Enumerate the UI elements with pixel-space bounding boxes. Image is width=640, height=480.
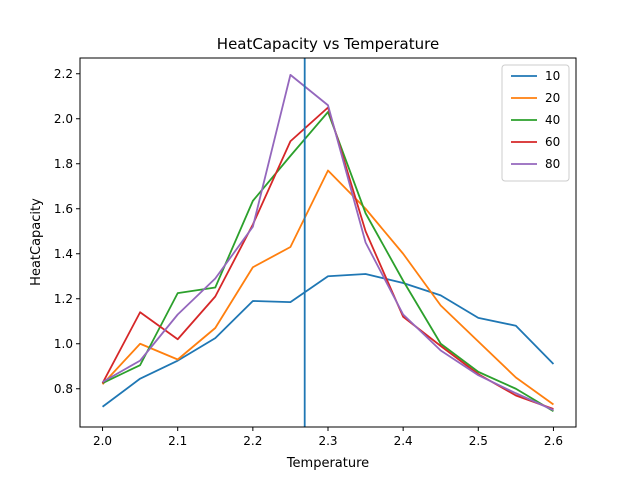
series-line-10 [102,273,555,408]
x-tick-label: 2.5 [469,434,488,448]
y-tick-label: 1.2 [54,292,73,306]
chart-title: HeatCapacity vs Temperature [217,35,439,53]
plot-lines [101,58,555,427]
y-tick-label: 1.8 [54,157,73,171]
x-tick-label: 2.2 [243,434,262,448]
y-tick-label: 1.4 [54,247,73,261]
legend-label-40: 40 [545,113,560,127]
series-line-40 [102,111,554,413]
y-tick-label: 1.6 [54,202,73,216]
x-tick-label: 2.4 [394,434,413,448]
legend-label-60: 60 [545,135,560,149]
y-axis-ticks: 0.8 1.0 1.2 1.4 1.6 1.8 2.0 2.2 [54,67,80,396]
legend-box [501,64,570,182]
y-tick-label: 2.0 [54,112,73,126]
y-tick-label: 1.0 [54,337,73,351]
x-tick-label: 2.0 [93,434,112,448]
x-tick-label: 2.6 [544,434,563,448]
legend: 10 20 40 60 80 [501,64,570,182]
x-axis-label: Temperature [286,456,369,471]
legend-label-20: 20 [545,91,560,105]
series-line-80 [102,73,554,411]
series-line-20 [101,169,554,406]
x-axis-ticks: 2.0 2.1 2.2 2.3 2.4 2.5 2.6 [93,427,563,448]
y-tick-label: 0.8 [54,382,73,396]
legend-label-80: 80 [545,157,560,171]
y-axis-label: HeatCapacity [29,198,44,286]
y-tick-label: 2.2 [54,67,73,81]
x-tick-label: 2.3 [318,434,337,448]
legend-label-10: 10 [545,69,560,83]
x-tick-label: 2.1 [168,434,187,448]
plot-area-frame [79,57,577,428]
